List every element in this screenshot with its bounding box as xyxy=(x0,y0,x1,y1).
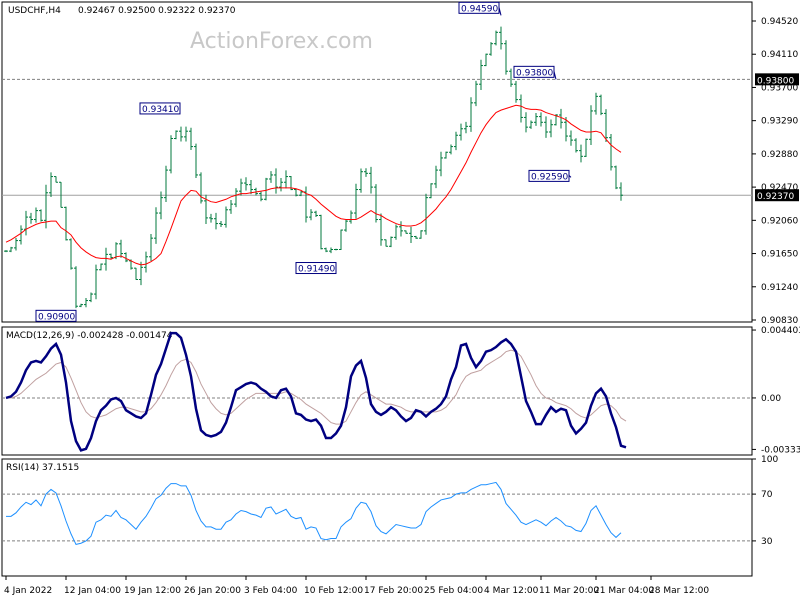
y-tick-label: 0.94520 xyxy=(761,17,798,27)
x-tick-label: 11 Mar 20:00 xyxy=(539,586,599,596)
x-tick-label: 19 Jan 12:00 xyxy=(124,586,181,596)
x-tick-label: 17 Feb 20:00 xyxy=(364,586,423,596)
rsi-y-tick-label: 100 xyxy=(761,455,778,465)
symbol-label: USDCHF,H4 xyxy=(8,6,61,16)
macd-y-tick-label: -0.003338 xyxy=(761,445,800,455)
current-price-box xyxy=(755,189,799,202)
resistance-price-label: 0.93800 xyxy=(757,76,794,86)
panel-frame-2 xyxy=(1,326,753,456)
watermark: ActionForex.com xyxy=(190,29,373,54)
macd-y-tick-label: 0.00 xyxy=(761,394,781,404)
annotation-box xyxy=(528,169,570,182)
panel-frame-3 xyxy=(1,458,753,577)
macd-y-tick-label: 0.004403 xyxy=(761,326,800,336)
annotation-box xyxy=(295,262,337,275)
y-tick-label: 0.92880 xyxy=(761,150,798,160)
annotation-label: 0.91490 xyxy=(298,265,335,275)
y-tick-label: 0.91240 xyxy=(761,283,798,293)
y-tick-label: 0.91650 xyxy=(761,250,798,260)
y-tick-label: 0.92470 xyxy=(761,183,798,193)
panel-frame-1 xyxy=(1,1,753,323)
annotation-label: 0.94590 xyxy=(461,4,498,14)
rsi-line xyxy=(6,481,622,545)
annotation-label: 0.93800 xyxy=(516,68,553,78)
annotation-box xyxy=(458,1,500,14)
macd-signal-line xyxy=(6,349,627,425)
x-tick-label: 10 Feb 12:00 xyxy=(304,586,363,596)
x-tick-label: 12 Jan 04:00 xyxy=(64,586,121,596)
annotation-box xyxy=(35,309,77,322)
rsi-y-tick-label: 70 xyxy=(761,490,773,500)
y-tick-label: 0.93700 xyxy=(761,83,798,93)
x-tick-label: 4 Mar 12:00 xyxy=(484,586,539,596)
resistance-price-box xyxy=(755,73,799,86)
annotation-box xyxy=(513,65,555,78)
annotation-box xyxy=(139,102,181,115)
x-tick-label: 3 Feb 04:00 xyxy=(244,586,298,596)
ohlc-label: 0.92467 0.92500 0.92322 0.92370 xyxy=(78,6,236,16)
x-tick-label: 28 Mar 12:00 xyxy=(649,586,709,596)
y-tick-label: 0.94110 xyxy=(761,50,798,60)
x-tick-label: 21 Mar 04:00 xyxy=(594,586,654,596)
annotation-label: 0.93410 xyxy=(142,105,179,115)
y-tick-label: 0.93290 xyxy=(761,117,798,127)
x-tick-label: 4 Jan 2022 xyxy=(4,586,52,596)
macd-label: MACD(12,26,9) -0.002428 -0.001474 xyxy=(6,331,173,341)
annotation-label: 0.92590 xyxy=(531,172,568,182)
current-price-label: 0.92370 xyxy=(757,192,794,202)
rsi-label: RSI(14) 37.1515 xyxy=(6,463,79,473)
y-tick-label: 0.90830 xyxy=(761,316,798,326)
macd-line xyxy=(5,331,627,452)
x-tick-label: 26 Jan 20:00 xyxy=(184,586,241,596)
rsi-y-tick-label: 30 xyxy=(761,537,773,547)
annotation-label: 0.90900 xyxy=(38,312,75,322)
y-tick-label: 0.92060 xyxy=(761,216,798,226)
moving-average-line xyxy=(5,104,622,266)
x-tick-label: 25 Feb 04:00 xyxy=(424,586,483,596)
